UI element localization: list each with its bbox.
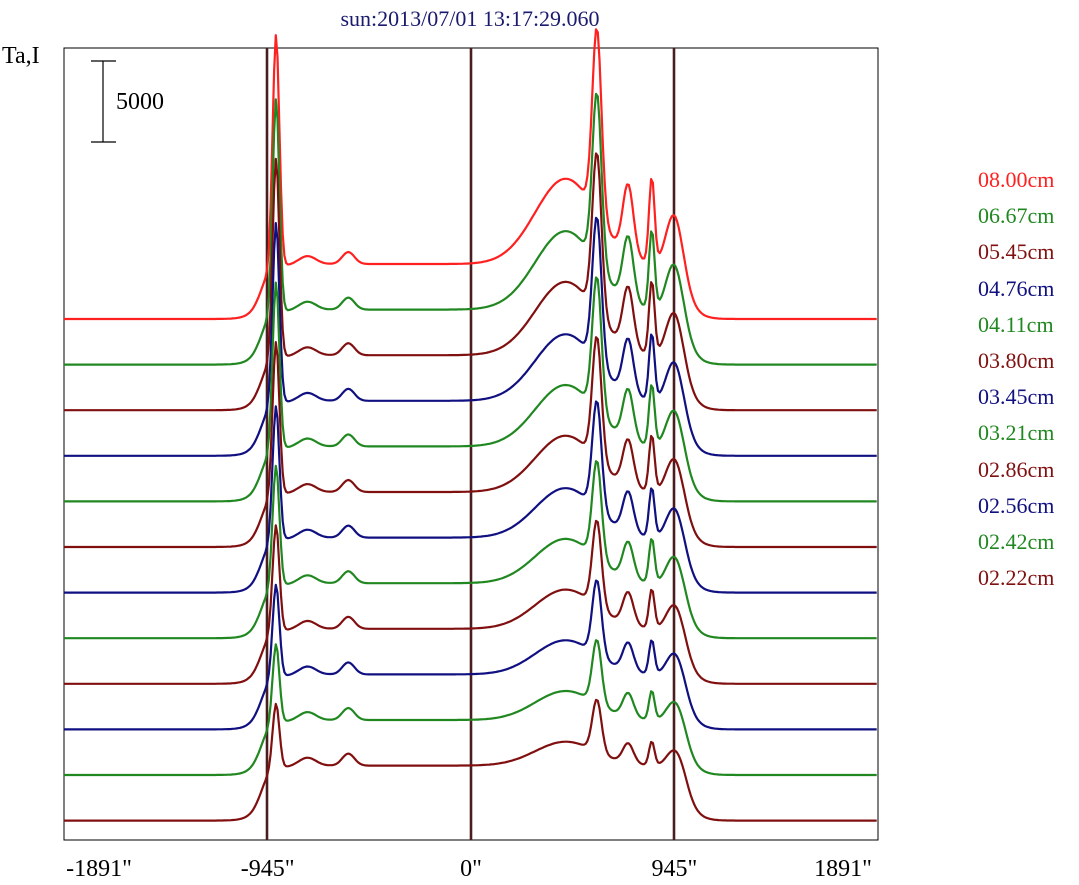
legend-item: 03.80cm	[978, 347, 1055, 373]
legend-item: 08.00cm	[978, 167, 1055, 192]
series-line	[64, 152, 877, 412]
scale-bar-label: 5000	[116, 89, 164, 115]
legend-item: 06.67cm	[978, 203, 1055, 229]
series-line	[64, 460, 877, 640]
legend: 08.00cm 06.67cm 05.45cm 04.76cm 04.11cm 03.80…	[978, 162, 1079, 596]
legend-item: 03.45cm	[978, 384, 1055, 410]
series-line	[64, 579, 877, 731]
series-line	[64, 216, 877, 457]
series-line	[64, 28, 877, 321]
legend-item: 02.42cm	[978, 528, 1055, 554]
x-tick-labels: -1891" -945" 0" 945" 1891"	[66, 856, 872, 882]
scale-bar: 5000	[91, 60, 164, 143]
chart-title: sun:2013/07/01 13:17:29.060	[340, 6, 599, 31]
legend-item: 02.56cm	[978, 492, 1055, 518]
legend-item: 04.11cm	[978, 311, 1054, 337]
series-line	[64, 519, 877, 685]
legend-item: 02.22cm	[978, 565, 1055, 591]
series-line	[64, 336, 877, 549]
x-tick-label: -945"	[241, 856, 295, 882]
series-line	[64, 276, 877, 503]
legend-item: 05.45cm	[978, 239, 1055, 265]
series-line	[64, 639, 877, 777]
x-tick-label: 0"	[460, 856, 482, 882]
series-line	[64, 400, 877, 594]
series-line	[64, 698, 877, 822]
vertical-markers	[265, 48, 676, 840]
x-tick-label: 1891"	[814, 856, 872, 882]
x-tick-label: -1891"	[66, 856, 132, 882]
y-axis-label: Ta,I	[2, 43, 40, 69]
legend-item: 02.86cm	[978, 456, 1055, 482]
series-line	[64, 92, 877, 366]
x-tick-label: 945"	[651, 856, 697, 882]
series-group	[64, 28, 877, 822]
legend-item: 04.76cm	[978, 275, 1055, 301]
legend-item: 03.21cm	[978, 420, 1055, 446]
